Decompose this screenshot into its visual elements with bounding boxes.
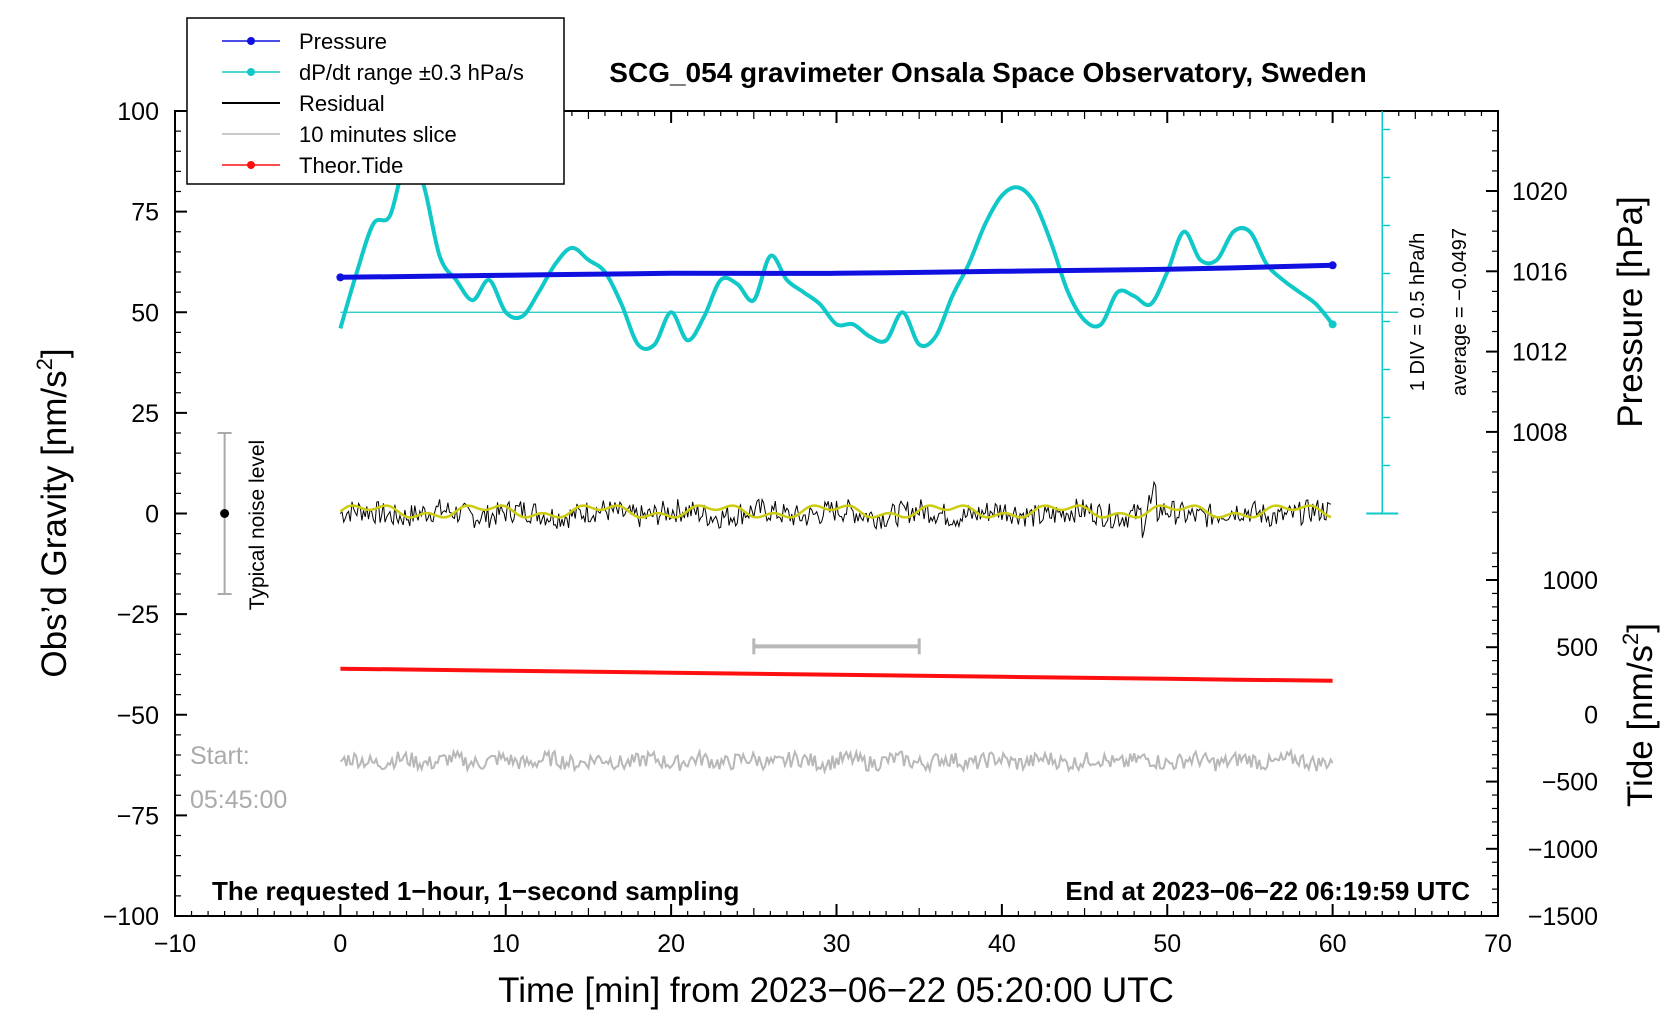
y-axis-tide-label-end: ]	[1621, 623, 1660, 633]
x-axis-ticks: −10 0 10 20 30 40 50 60 70	[154, 111, 1512, 958]
y-axis-pressure-label: Pressure [hPa]	[1611, 196, 1650, 428]
y-axis-left-label-end: ]	[35, 348, 74, 358]
legend-swatch-marker	[247, 37, 255, 45]
bottom-right-note: End at 2023−06−22 06:19:59 UTC	[1065, 876, 1470, 906]
legend-label: Residual	[299, 91, 385, 116]
x-tick-label: 10	[492, 930, 520, 958]
legend-label: Pressure	[299, 29, 387, 54]
x-tick-label: 20	[657, 930, 685, 958]
dpdt-line	[340, 158, 1332, 349]
gravimeter-chart: SCG_054 gravimeter Onsala Space Observat…	[0, 0, 1676, 1020]
typical-noise-bar	[218, 433, 232, 594]
pressure-tick-label: 1012	[1512, 339, 1568, 367]
x-tick-label: 0	[333, 930, 347, 958]
tide-tick-label: 0	[1584, 701, 1598, 729]
tide-line	[340, 669, 1332, 681]
plot-frame	[175, 111, 1498, 916]
dpdt-end-point	[1329, 320, 1337, 328]
start-label: Start:	[190, 742, 250, 770]
legend-label: Theor.Tide	[299, 153, 403, 178]
legend-label: 10 minutes slice	[299, 122, 457, 147]
pressure-tick-label: 1020	[1512, 178, 1568, 206]
y-tick-label: 100	[117, 98, 159, 126]
tide-tick-label: 1000	[1542, 567, 1598, 595]
x-axis-label: Time [min] from 2023−06−22 05:20:00 UTC	[498, 971, 1174, 1010]
slice-trace-line	[340, 751, 1332, 771]
x-tick-label: 70	[1484, 930, 1512, 958]
start-time-label: 05:45:00	[190, 786, 287, 814]
x-tick-label: 50	[1153, 930, 1181, 958]
legend: Pressure dP/dt range ±0.3 hPa/s Residual 10…	[187, 18, 564, 184]
y-axis-left-label-main: Obs’d Gravity [nm/s	[35, 370, 74, 677]
scale-bar-note: 1 DIV = 0.5 hPa/h	[1407, 233, 1429, 391]
noise-label: Typical noise level	[246, 440, 269, 610]
x-tick-label: 40	[988, 930, 1016, 958]
x-tick-label: −10	[154, 930, 196, 958]
y-axis-tide-label: Tide [nm/s2]	[1618, 623, 1660, 807]
x-tick-label: 60	[1319, 930, 1347, 958]
tide-tick-label: −1500	[1528, 903, 1598, 931]
y-tick-label: −50	[117, 702, 159, 730]
y-axis-left-label: Obs’d Gravity [nm/s2]	[32, 348, 74, 677]
x-tick-label: 30	[823, 930, 851, 958]
pressure-end-point	[1329, 261, 1337, 269]
y-tick-label: 50	[131, 299, 159, 327]
y-tick-label: −25	[117, 601, 159, 629]
y-axis-left-label-sup: 2	[32, 358, 57, 370]
pressure-line	[340, 265, 1332, 277]
tide-tick-label: −500	[1542, 769, 1598, 797]
tide-tick-label: −1000	[1528, 836, 1598, 864]
legend-swatch-marker	[247, 68, 255, 76]
tide-tick-label: 500	[1556, 634, 1598, 662]
y-axis-tide-label-sup: 2	[1618, 633, 1643, 645]
y-tick-label: 0	[145, 501, 159, 529]
series-layer	[336, 158, 1398, 771]
y-tick-label: −75	[117, 802, 159, 830]
average-note: average = −0.0497	[1449, 228, 1471, 396]
y-axis-tide-ticks: 1000 500 0 −500 −1000 −1500	[1486, 553, 1598, 931]
y-axis-tide-label-main: Tide [nm/s	[1621, 645, 1660, 807]
bottom-left-note: The requested 1−hour, 1−second sampling	[212, 876, 739, 906]
pressure-tick-label: 1016	[1512, 258, 1568, 286]
pressure-start-point	[336, 273, 344, 281]
pressure-tick-label: 1008	[1512, 419, 1568, 447]
legend-swatch-marker	[247, 161, 255, 169]
legend-label: dP/dt range ±0.3 hPa/s	[299, 60, 524, 85]
y-tick-label: 75	[131, 199, 159, 227]
y-tick-label: 25	[131, 400, 159, 428]
chart-title: SCG_054 gravimeter Onsala Space Observat…	[609, 57, 1366, 88]
noise-bar-center-dot	[220, 509, 229, 518]
y-tick-label: −100	[103, 903, 159, 931]
